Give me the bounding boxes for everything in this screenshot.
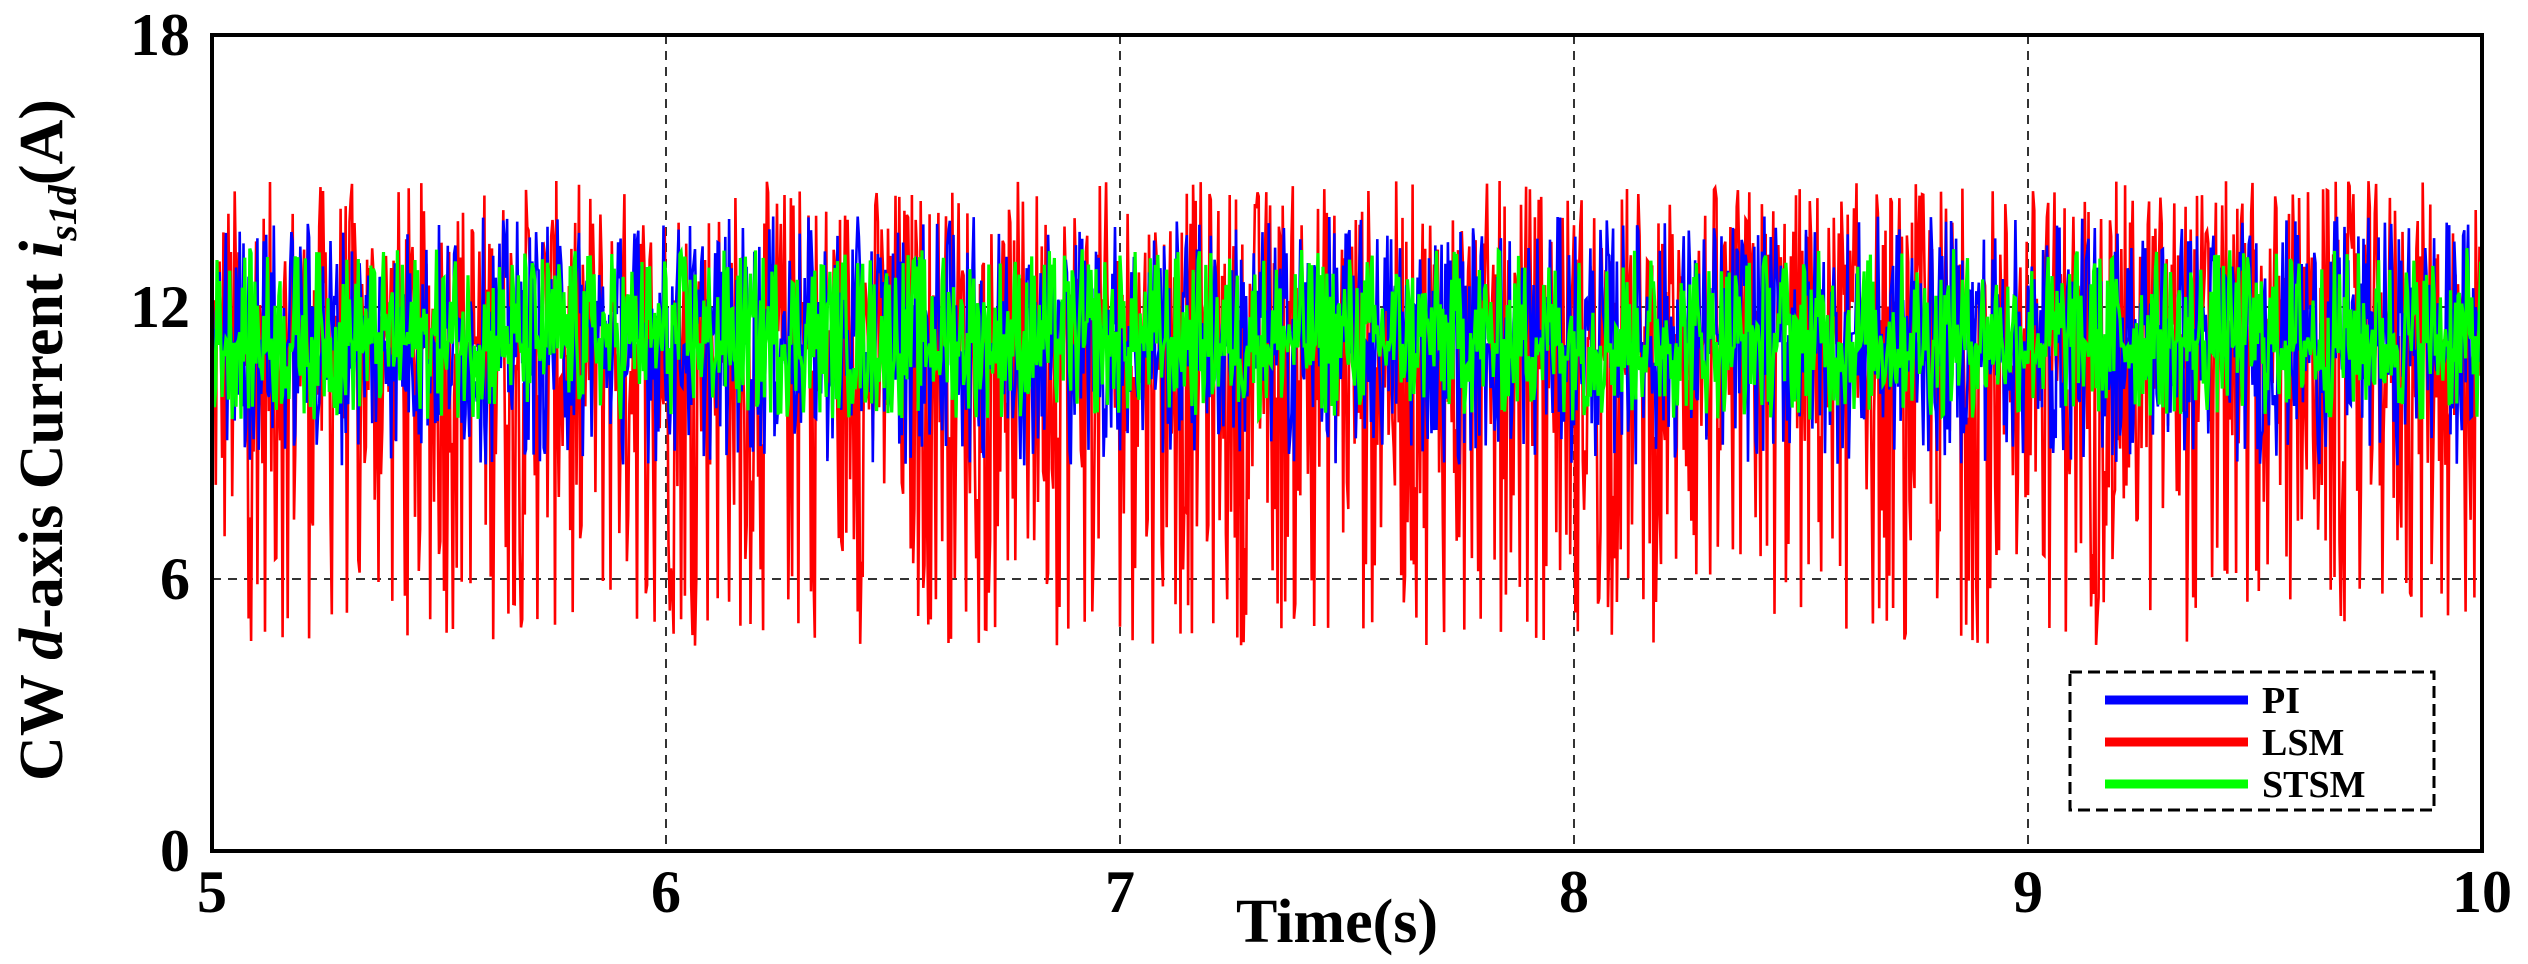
- y-tick-label: 12: [130, 274, 190, 340]
- y-tick-label: 6: [160, 546, 190, 612]
- x-tick-label: 6: [651, 859, 681, 925]
- y-tick-label: 18: [130, 2, 190, 68]
- plot-frame: [210, 33, 2484, 853]
- series-stsm: [210, 246, 2484, 425]
- y-tick-label: 0: [160, 818, 190, 884]
- x-tick-label: 9: [2013, 859, 2043, 925]
- legend-label-stsm: STSM: [2262, 764, 2365, 806]
- y-axis-title: CW d-axis Current is1d(A): [8, 99, 85, 781]
- x-axis-title: Time(s): [1236, 888, 1438, 956]
- y-tick-labels: 0 6 12 18: [130, 2, 190, 884]
- legend-label-lsm: LSM: [2262, 722, 2344, 764]
- x-tick-labels: 5 6 7 8 9 10: [197, 859, 2512, 925]
- x-tick-label: 5: [197, 859, 227, 925]
- series-layer: [210, 180, 2484, 646]
- x-tick-label: 7: [1105, 859, 1135, 925]
- legend-label-pi: PI: [2262, 680, 2300, 722]
- series-lsm: [210, 180, 2484, 646]
- x-tick-label: 8: [1559, 859, 1589, 925]
- x-tick-label: 10: [2452, 859, 2512, 925]
